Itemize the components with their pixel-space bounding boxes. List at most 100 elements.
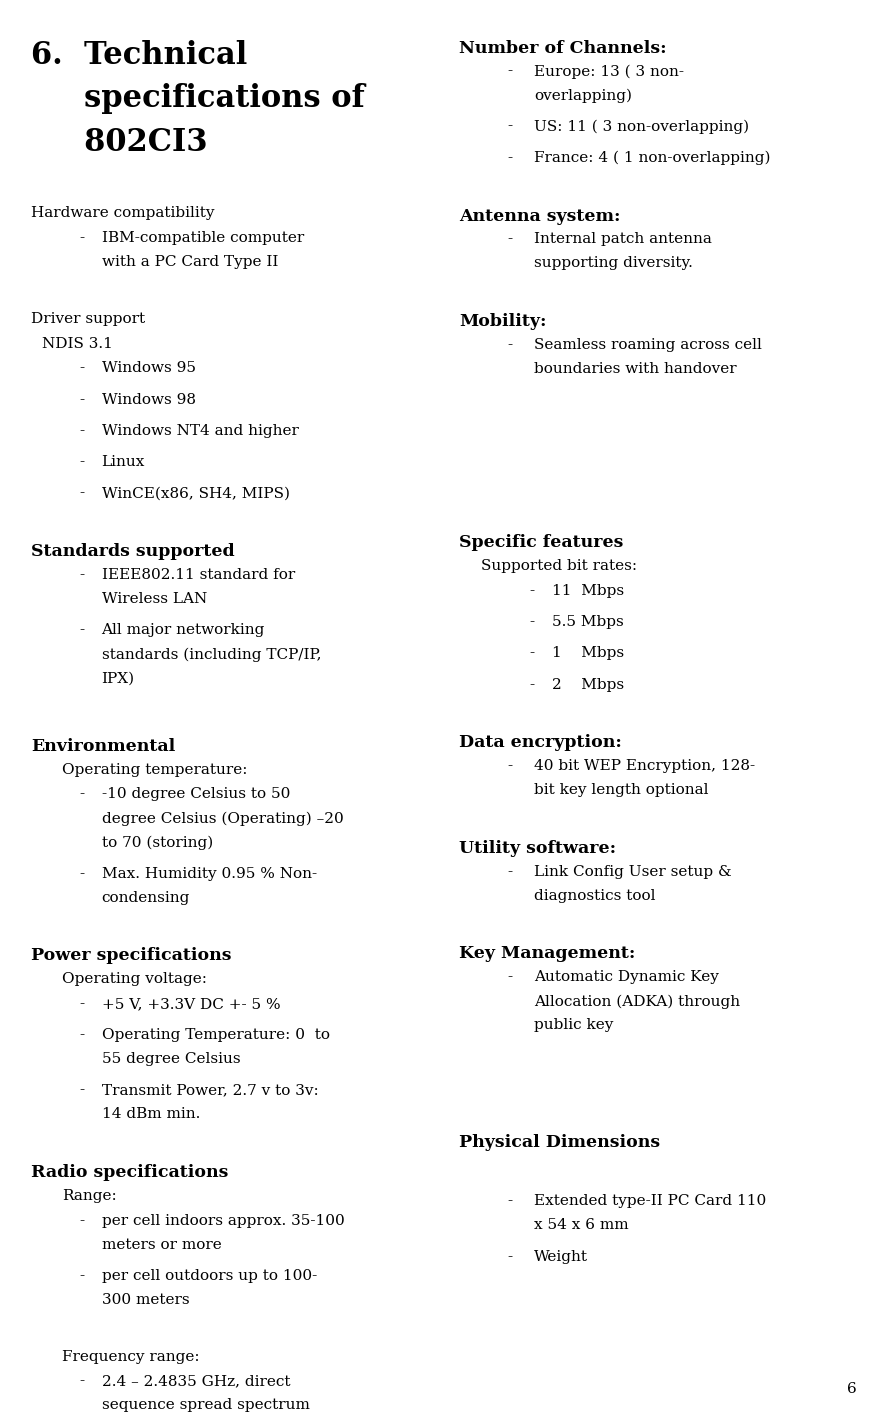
Text: Operating Temperature: 0  to: Operating Temperature: 0 to xyxy=(102,1028,329,1042)
Text: condensing: condensing xyxy=(102,891,190,905)
Text: 2.4 – 2.4835 GHz, direct: 2.4 – 2.4835 GHz, direct xyxy=(102,1374,290,1389)
Text: WinCE(x86, SH4, MIPS): WinCE(x86, SH4, MIPS) xyxy=(102,486,290,501)
Text: -: - xyxy=(79,393,85,407)
Text: bit key length optional: bit key length optional xyxy=(534,783,709,797)
Text: per cell indoors approx. 35-100: per cell indoors approx. 35-100 xyxy=(102,1213,344,1227)
Text: -: - xyxy=(508,759,513,773)
Text: +5 V, +3.3V DC +- 5 %: +5 V, +3.3V DC +- 5 % xyxy=(102,997,280,1011)
Text: x 54 x 6 mm: x 54 x 6 mm xyxy=(534,1219,629,1233)
Text: Linux: Linux xyxy=(102,455,145,469)
Text: US: 11 ( 3 non-overlapping): US: 11 ( 3 non-overlapping) xyxy=(534,120,750,134)
Text: -: - xyxy=(79,455,85,469)
Text: Standards supported: Standards supported xyxy=(31,543,235,560)
Text: Extended type-II PC Card 110: Extended type-II PC Card 110 xyxy=(534,1195,766,1209)
Text: 802CI3: 802CI3 xyxy=(31,127,208,158)
Text: -: - xyxy=(530,646,535,660)
Text: -: - xyxy=(530,615,535,629)
Text: Link Config User setup &: Link Config User setup & xyxy=(534,865,732,878)
Text: Antenna system:: Antenna system: xyxy=(459,208,621,225)
Text: IEEE802.11 standard for: IEEE802.11 standard for xyxy=(102,568,295,583)
Text: -: - xyxy=(79,1083,85,1097)
Text: per cell outdoors up to 100-: per cell outdoors up to 100- xyxy=(102,1268,317,1282)
Text: -: - xyxy=(508,151,513,165)
Text: Europe: 13 ( 3 non-: Europe: 13 ( 3 non- xyxy=(534,64,684,79)
Text: specifications of: specifications of xyxy=(31,83,365,115)
Text: -: - xyxy=(79,788,85,802)
Text: -: - xyxy=(79,568,85,583)
Text: 1    Mbps: 1 Mbps xyxy=(552,646,624,660)
Text: supporting diversity.: supporting diversity. xyxy=(534,256,693,270)
Text: NDIS 3.1: NDIS 3.1 xyxy=(42,337,113,351)
Text: -: - xyxy=(79,1374,85,1389)
Text: Supported bit rates:: Supported bit rates: xyxy=(481,559,638,573)
Text: Data encryption:: Data encryption: xyxy=(459,734,622,751)
Text: -10 degree Celsius to 50: -10 degree Celsius to 50 xyxy=(102,788,290,802)
Text: -: - xyxy=(508,338,513,352)
Text: -: - xyxy=(79,1213,85,1227)
Text: public key: public key xyxy=(534,1018,614,1032)
Text: IBM-compatible computer: IBM-compatible computer xyxy=(102,230,304,245)
Text: 40 bit WEP Encryption, 128-: 40 bit WEP Encryption, 128- xyxy=(534,759,755,773)
Text: Specific features: Specific features xyxy=(459,534,623,551)
Text: -: - xyxy=(530,677,535,691)
Text: standards (including TCP/IP,: standards (including TCP/IP, xyxy=(102,648,321,662)
Text: Max. Humidity 0.95 % Non-: Max. Humidity 0.95 % Non- xyxy=(102,867,317,881)
Text: 2    Mbps: 2 Mbps xyxy=(552,677,624,691)
Text: -: - xyxy=(79,624,85,638)
Text: -: - xyxy=(508,1250,513,1264)
Text: with a PC Card Type II: with a PC Card Type II xyxy=(102,255,278,269)
Text: meters or more: meters or more xyxy=(102,1237,222,1251)
Text: 300 meters: 300 meters xyxy=(102,1292,189,1307)
Text: Transmit Power, 2.7 v to 3v:: Transmit Power, 2.7 v to 3v: xyxy=(102,1083,318,1097)
Text: Key Management:: Key Management: xyxy=(459,946,636,963)
Text: overlapping): overlapping) xyxy=(534,88,632,103)
Text: IPX): IPX) xyxy=(102,672,135,686)
Text: France: 4 ( 1 non-overlapping): France: 4 ( 1 non-overlapping) xyxy=(534,151,771,165)
Text: boundaries with handover: boundaries with handover xyxy=(534,362,736,376)
Text: Driver support: Driver support xyxy=(31,312,145,327)
Text: Allocation (ADKA) through: Allocation (ADKA) through xyxy=(534,994,740,1008)
Text: -: - xyxy=(79,867,85,881)
Text: to 70 (storing): to 70 (storing) xyxy=(102,836,213,850)
Text: Weight: Weight xyxy=(534,1250,588,1264)
Text: Operating voltage:: Operating voltage: xyxy=(62,973,207,986)
Text: Seamless roaming across cell: Seamless roaming across cell xyxy=(534,338,762,352)
Text: -: - xyxy=(79,1028,85,1042)
Text: Environmental: Environmental xyxy=(31,738,175,755)
Text: Windows 95: Windows 95 xyxy=(102,362,195,376)
Text: -: - xyxy=(508,120,513,134)
Text: Utility software:: Utility software: xyxy=(459,840,616,857)
Text: degree Celsius (Operating) –20: degree Celsius (Operating) –20 xyxy=(102,812,343,826)
Text: Hardware compatibility: Hardware compatibility xyxy=(31,206,215,221)
Text: All major networking: All major networking xyxy=(102,624,265,638)
Text: Operating temperature:: Operating temperature: xyxy=(62,762,247,776)
Text: Windows NT4 and higher: Windows NT4 and higher xyxy=(102,424,298,438)
Text: Frequency range:: Frequency range: xyxy=(62,1350,200,1363)
Text: -: - xyxy=(530,584,535,598)
Text: 6.  Technical: 6. Technical xyxy=(31,40,247,71)
Text: Radio specifications: Radio specifications xyxy=(31,1164,229,1181)
Text: -: - xyxy=(508,64,513,78)
Text: diagnostics tool: diagnostics tool xyxy=(534,889,656,902)
Text: 6: 6 xyxy=(847,1381,857,1396)
Text: Number of Channels:: Number of Channels: xyxy=(459,40,667,57)
Text: -: - xyxy=(79,424,85,438)
Text: -: - xyxy=(79,486,85,501)
Text: -: - xyxy=(508,232,513,246)
Text: Windows 98: Windows 98 xyxy=(102,393,195,407)
Text: sequence spread spectrum: sequence spread spectrum xyxy=(102,1398,309,1413)
Text: 55 degree Celsius: 55 degree Celsius xyxy=(102,1052,240,1066)
Text: -: - xyxy=(79,362,85,376)
Text: -: - xyxy=(508,970,513,984)
Text: -: - xyxy=(508,1195,513,1209)
Text: -: - xyxy=(79,230,85,245)
Text: Power specifications: Power specifications xyxy=(31,947,231,964)
Text: Wireless LAN: Wireless LAN xyxy=(102,592,207,607)
Text: -: - xyxy=(79,997,85,1011)
Text: 11  Mbps: 11 Mbps xyxy=(552,584,624,598)
Text: 14 dBm min.: 14 dBm min. xyxy=(102,1107,200,1121)
Text: -: - xyxy=(79,1268,85,1282)
Text: Automatic Dynamic Key: Automatic Dynamic Key xyxy=(534,970,719,984)
Text: -: - xyxy=(508,865,513,878)
Text: Range:: Range: xyxy=(62,1189,117,1203)
